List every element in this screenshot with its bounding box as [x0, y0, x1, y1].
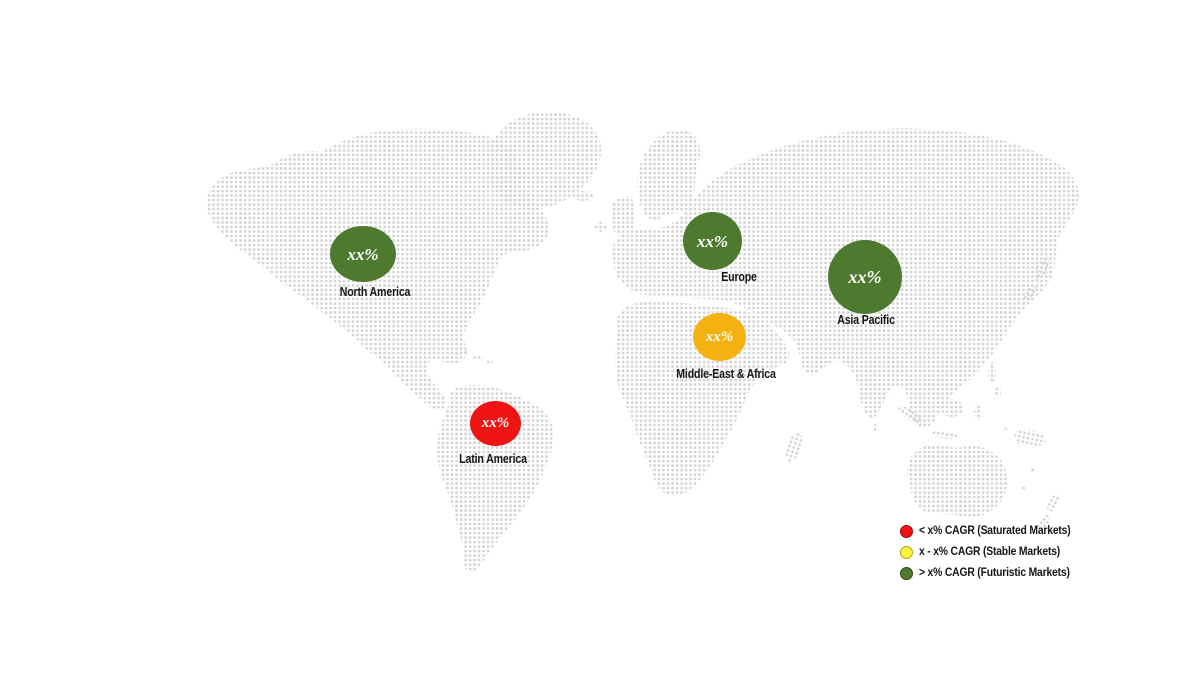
region-label-asia-pacific: Asia Pacific [837, 313, 895, 327]
region-bubble-asia-pacific: xx% [828, 240, 902, 314]
island-great-britain [610, 196, 635, 237]
region-label-europe: Europe [721, 270, 757, 284]
island-philippines-south [995, 386, 1001, 398]
island-puerto-rico [487, 360, 493, 364]
island-tasmania [982, 527, 992, 535]
region-label-north-america: North America [339, 285, 411, 299]
island-sri-lanka [873, 424, 879, 432]
legend: < x% CAGR (Saturated Markets) x - x% CAG… [900, 524, 1087, 587]
continent-africa [614, 301, 790, 496]
island-sulawesi [974, 404, 982, 420]
legend-dot-yellow-icon [900, 545, 913, 559]
legend-label-saturated: < x% CAGR (Saturated Markets) [919, 525, 1071, 537]
island-iceland [573, 191, 593, 201]
region-value-middle-east-africa: xx% [705, 328, 734, 345]
legend-dot-green-icon [900, 566, 913, 580]
island-japan-south [1023, 284, 1037, 302]
region-label-middle-east-africa: Middle-East & Africa [676, 367, 776, 381]
island-borneo [941, 399, 963, 417]
island-cuba [452, 349, 468, 355]
island-sumatra [898, 405, 922, 425]
region-value-north-america: xx% [347, 244, 379, 264]
legend-item-futuristic: > x% CAGR (Futuristic Markets) [900, 566, 1087, 580]
region-value-europe: xx% [696, 231, 729, 251]
region-bubble-middle-east-africa: xx% [693, 313, 746, 361]
region-bubble-europe: xx% [683, 212, 742, 270]
island-pacific-3 [1029, 468, 1035, 472]
legend-label-futuristic: > x% CAGR (Futuristic Markets) [919, 567, 1070, 579]
region-scandinavia [637, 129, 701, 220]
continent-australia [907, 444, 1008, 518]
region-label-latin-america: Latin America [459, 452, 527, 466]
continent-south-america [437, 385, 554, 573]
island-new-guinea [1014, 429, 1046, 447]
island-pacific-2 [1015, 443, 1021, 447]
island-japan-north [1035, 255, 1049, 281]
island-ireland [595, 222, 607, 232]
island-madagascar [785, 431, 803, 463]
island-new-zealand-south [1035, 514, 1051, 532]
island-pacific-4 [1021, 486, 1027, 490]
island-hispaniola [473, 355, 483, 361]
island-new-zealand-north [1047, 493, 1059, 513]
island-philippines-north [988, 362, 996, 382]
legend-label-stable: x - x% CAGR (Stable Markets) [919, 546, 1061, 558]
region-bubble-latin-america: xx% [470, 401, 521, 446]
island-java [932, 431, 958, 439]
legend-item-saturated: < x% CAGR (Saturated Markets) [900, 524, 1087, 538]
island-greenland [487, 111, 602, 210]
legend-dot-red-icon [900, 524, 913, 538]
region-value-latin-america: xx% [481, 415, 510, 431]
region-value-asia-pacific: xx% [848, 267, 882, 287]
region-bubble-north-america: xx% [330, 226, 396, 282]
legend-item-stable: x - x% CAGR (Stable Markets) [900, 545, 1087, 559]
island-pacific-1 [1003, 426, 1009, 430]
